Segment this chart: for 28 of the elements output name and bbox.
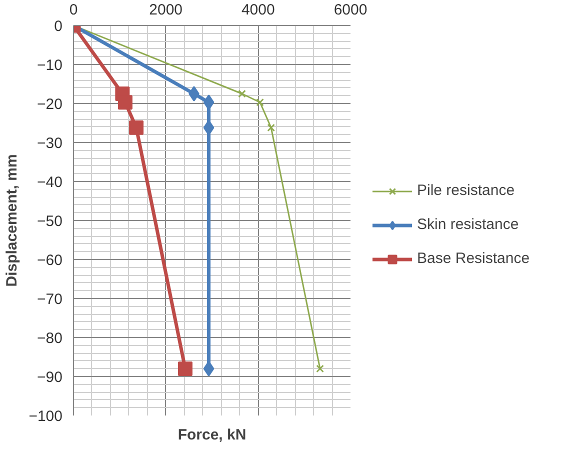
x-tick-label: 0 (69, 2, 78, 18)
x-tick-label: 6000 (334, 2, 368, 18)
point (178, 361, 192, 376)
point (188, 86, 200, 102)
y-tick-label: −20 (37, 96, 63, 113)
point (238, 90, 246, 98)
x-tick-label: 4000 (241, 2, 275, 18)
legend-label: Base Resistance (417, 250, 530, 267)
point (118, 95, 132, 110)
point (256, 98, 264, 106)
y-tick-label: −30 (37, 135, 63, 152)
y-tick-label: −100 (28, 408, 63, 425)
y-tick-label: −10 (37, 57, 63, 74)
point (267, 124, 276, 132)
y-tick-label: −80 (37, 330, 63, 347)
legend-label: Pile resistance (417, 182, 515, 199)
y-tick-label: −50 (37, 213, 63, 230)
y-tick-label: 0 (54, 18, 62, 35)
point (316, 364, 324, 373)
legend-label: Skin resistance (417, 216, 519, 233)
y-tick-label: −60 (37, 252, 63, 269)
x-tick-label: 2000 (149, 2, 183, 18)
y-tick-label: −90 (37, 369, 63, 386)
y-tick-label: −40 (37, 174, 63, 191)
y-axis-title: Displacement, mm (4, 154, 21, 287)
y-tick-label: −70 (37, 291, 63, 308)
x-axis-title: Force, kN (178, 426, 246, 444)
point (129, 120, 144, 135)
